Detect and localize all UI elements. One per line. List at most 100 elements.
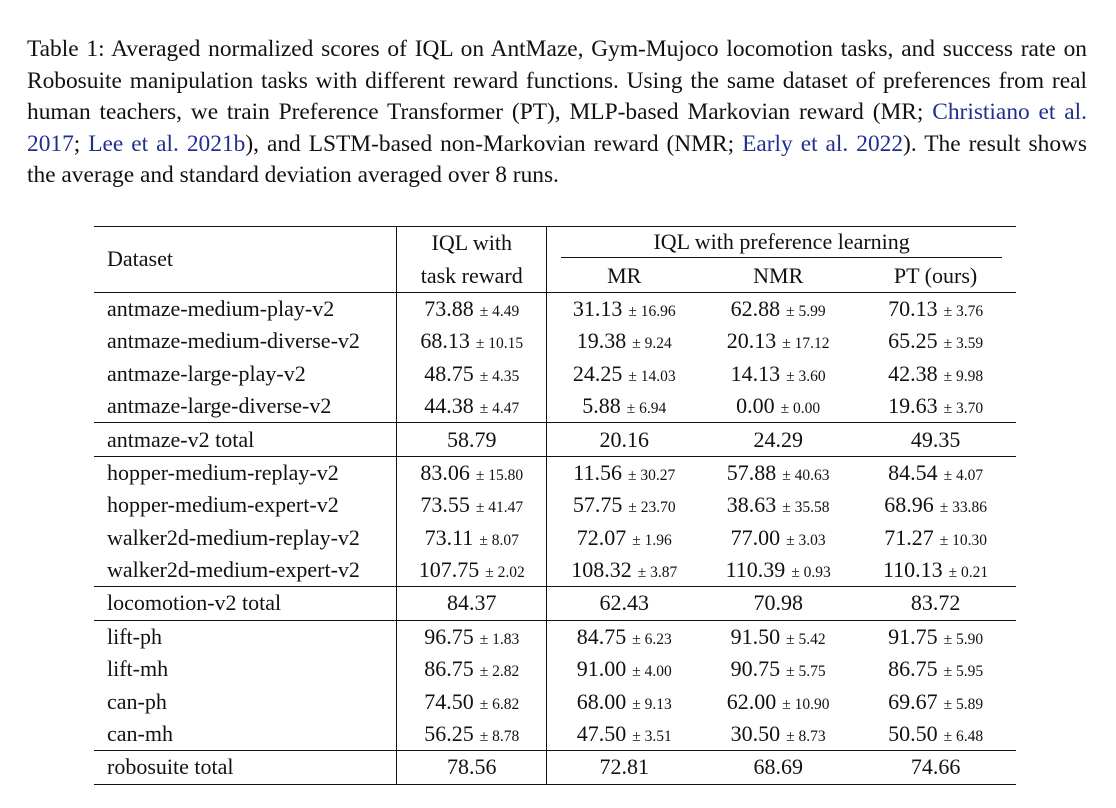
std: ± 3.76 [943,302,984,320]
std: ± 33.86 [939,499,987,517]
std: ± 5.42 [786,630,826,648]
mean: 73.55 [420,492,470,518]
mean: 57.75 [572,492,623,518]
std: ± 9.98 [943,367,984,385]
std: ± 15.80 [475,466,524,484]
cell-mr: 68.00 ± 9.13 [547,685,701,717]
std: ± 3.70 [943,400,984,418]
std: ± 41.47 [475,499,524,517]
table-row: walker2d-medium-expert-v2 107.75 ± 2.02 1… [94,553,1016,587]
std: ± 0.93 [791,564,831,582]
std: ± 10.90 [782,695,830,713]
cell-pt: 65.25 ± 3.59 [855,325,1016,357]
cell-pt: 91.75 ± 5.90 [855,620,1016,653]
row-dataset-name: walker2d-medium-expert-v2 [107,557,360,583]
std: ± 4.35 [479,367,520,385]
cell-iql: 73.11 ± 8.07 [396,521,548,554]
caption-text-a: Averaged normalized scores of IQL on Ant… [27,36,1087,125]
std: ± 2.82 [479,663,520,681]
std: ± 30.27 [627,466,676,484]
mean: 73.11 [424,524,474,550]
citation-link-early[interactable]: Early et al. 2022 [742,130,904,157]
row-dataset-name: lift-ph [107,623,162,649]
cell-iql: 68.13 ± 10.15 [396,325,548,358]
mean: 62.88 [730,295,781,321]
std: ± 1.83 [479,630,520,648]
mean: 110.13 [882,557,943,583]
mean: 70.13 [888,295,938,321]
table-row: antmaze-medium-play-v2 73.88 ± 4.49 31.13… [94,292,1016,326]
total-row: robosuite total 78.56 72.81 68.69 74.66 [94,750,1016,785]
cell-pt: 50.50 ± 6.48 [855,718,1016,751]
std: ± 6.23 [632,630,672,648]
cell-nmr: 57.88 ± 40.63 [701,456,855,489]
std: ± 10.30 [939,531,987,549]
mean: 69.67 [888,688,938,714]
table-row: antmaze-medium-diverse-v2 68.13 ± 10.15 1… [94,325,1016,358]
group-antmaze: antmaze-medium-play-v2 73.88 ± 4.49 31.13… [94,292,1016,457]
citation-link-lee[interactable]: Lee et al. 2021b [88,130,246,157]
results-table: Dataset IQL with IQL with preference lea… [94,226,1016,785]
mean: 24.25 [572,360,623,386]
mean: 73.88 [424,295,474,321]
cell-iql: 86.75 ± 2.82 [396,653,548,686]
table-row: walker2d-medium-replay-v2 73.11 ± 8.07 72… [94,521,1016,554]
row-dataset-name: hopper-medium-replay-v2 [107,459,339,485]
std: ± 5.89 [943,695,984,713]
mean: 107.75 [418,557,480,583]
header-pref-group-label: IQL with preference learning [561,229,1002,258]
table-row: hopper-medium-expert-v2 73.55 ± 41.47 57.… [94,489,1016,522]
mean: 96.75 [424,623,474,649]
cell-nmr: 0.00 ± 0.00 [701,390,855,423]
mean: 14.13 [730,360,781,386]
mean: 56.25 [424,721,474,747]
mean: 48.75 [424,360,474,386]
cell-nmr: 110.39 ± 0.93 [701,554,855,587]
mean: 91.50 [730,623,781,649]
std: ± 4.49 [479,302,520,320]
mean: 91.00 [576,656,627,682]
header-dataset: Dataset [107,246,173,272]
cell-iql: 56.25 ± 8.78 [396,717,548,751]
cell-nmr: 14.13 ± 3.60 [701,358,855,390]
total-row-name: antmaze-v2 total [107,426,255,452]
cell-pt: 70.13 ± 3.76 [855,292,1016,325]
cell-nmr: 91.50 ± 5.42 [701,620,855,653]
cell-pt: 69.67 ± 5.89 [855,685,1016,717]
mean: 84.75 [576,623,627,649]
std: ± 8.78 [479,728,520,746]
cell-pt: 42.38 ± 9.98 [855,358,1016,390]
total-row-name: robosuite total [107,754,234,780]
cell-mr: 31.13 ± 16.96 [547,292,701,325]
cell-nmr: 62.88 ± 5.99 [701,292,855,325]
std: ± 6.48 [943,728,984,746]
table-row: can-ph 74.50 ± 6.82 68.00 ± 9.13 62.00 ± 10… [94,685,1016,718]
total-nmr: 68.69 [753,754,803,780]
cell-nmr: 38.63 ± 35.58 [701,489,855,521]
header-iql-line2: task reward [396,259,548,293]
table-row: hopper-medium-replay-v2 83.06 ± 15.80 11.… [94,456,1016,490]
std: ± 8.73 [786,728,826,746]
std: ± 35.58 [782,499,830,517]
std: ± 9.13 [632,695,672,713]
cell-nmr: 77.00 ± 3.03 [701,522,855,554]
mean: 0.00 [736,393,775,419]
cell-mr: 91.00 ± 4.00 [547,653,701,685]
cell-iql: 96.75 ± 1.83 [396,620,548,654]
mean: 91.75 [888,623,938,649]
mean: 68.00 [576,688,627,714]
table-row: antmaze-large-play-v2 48.75 ± 4.35 24.25 ±… [94,357,1016,390]
caption-text-b: ), and LSTM-based non-Markovian reward (… [245,130,735,157]
cell-mr: 11.56 ± 30.27 [547,456,701,489]
cell-nmr: 30.50 ± 8.73 [701,718,855,751]
row-dataset-name: can-mh [107,721,173,747]
header-pref-group: IQL with preference learning [547,227,1016,260]
group-robosuite: lift-ph 96.75 ± 1.83 84.75 ± 6.23 91.50 ± 5… [94,620,1016,785]
cell-pt: 86.75 ± 5.95 [855,653,1016,685]
mean: 110.39 [725,557,786,583]
cell-nmr: 90.75 ± 5.75 [701,653,855,685]
citation-link-christiano[interactable]: Christiano et al. 2017 [27,99,1087,157]
total-nmr: 70.98 [753,590,803,616]
cell-mr: 84.75 ± 6.23 [547,620,701,653]
std: ± 3.60 [786,367,826,385]
